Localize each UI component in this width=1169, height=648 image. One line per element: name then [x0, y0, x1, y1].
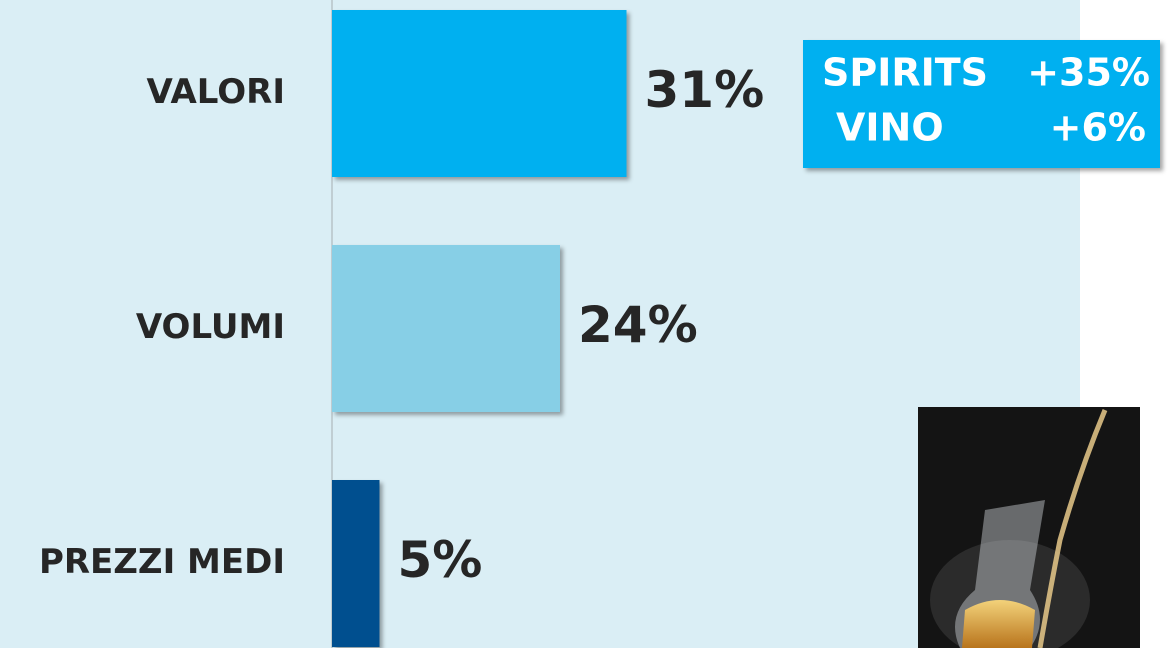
- annotation-box: SPIRITS +35% VINO +6%: [803, 40, 1160, 168]
- annotation-value: +6%: [1050, 106, 1146, 150]
- annotation-label: SPIRITS: [822, 51, 988, 95]
- value-label: 5%: [398, 531, 483, 589]
- value-label: 24%: [578, 296, 698, 354]
- value-label: 31%: [645, 61, 765, 119]
- annotation-value: +35%: [1027, 51, 1150, 95]
- bar: [332, 245, 560, 412]
- category-label: VALORI: [146, 72, 285, 112]
- annotation-label: VINO: [836, 106, 944, 150]
- category-label: PREZZI MEDI: [39, 542, 285, 582]
- bar: [332, 10, 627, 177]
- category-label: VOLUMI: [136, 307, 285, 347]
- chart: SPIRITS +35% VINO +6% VALORI 31% VOLUMI 24% PRE…: [0, 0, 1169, 648]
- bar: [332, 480, 380, 647]
- photo: [918, 407, 1140, 648]
